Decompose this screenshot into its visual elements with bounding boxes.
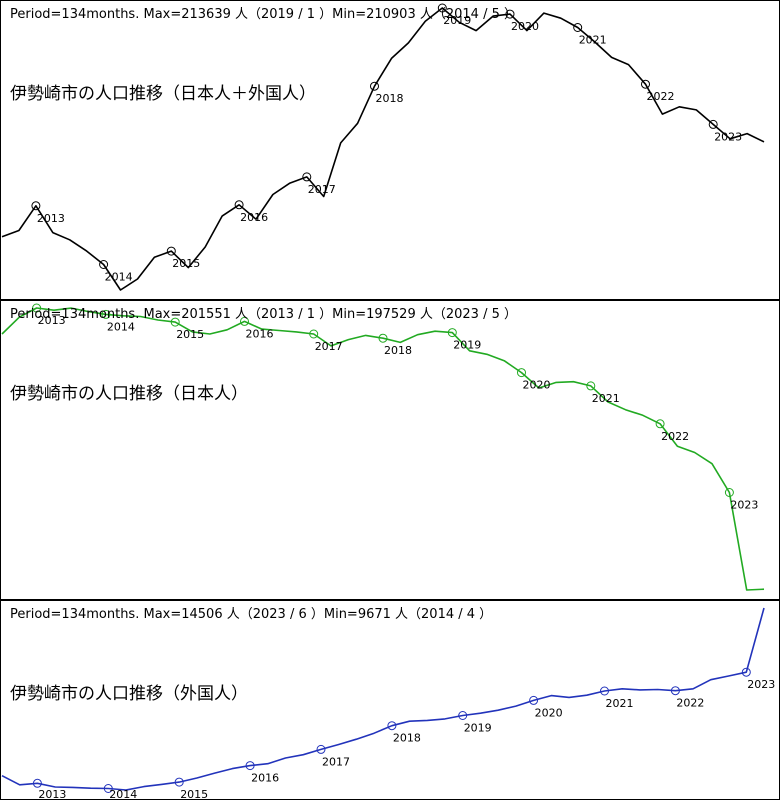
year-marker-2017: [316, 744, 326, 754]
year-marker-2019: [437, 3, 447, 13]
year-label-2021: 2021: [606, 697, 634, 710]
chart-title: 伊勢崎市の人口推移（日本人＋外国人）: [10, 84, 316, 104]
chart-header: Period=134months. Max=213639 人（2019 / 1 …: [10, 7, 517, 22]
year-label-2023: 2023: [747, 678, 775, 691]
year-marker-2022: [655, 419, 665, 429]
year-label-2017: 2017: [322, 755, 350, 768]
year-marker-2015: [170, 317, 180, 327]
year-marker-2018: [387, 721, 397, 731]
year-marker-2013: [32, 778, 42, 788]
year-label-2020: 2020: [511, 20, 539, 33]
year-marker-2015: [174, 777, 184, 787]
year-marker-2019: [458, 711, 468, 720]
year-label-2013: 2013: [37, 212, 65, 225]
year-label-2019: 2019: [453, 339, 481, 352]
series-line: [1, 7, 765, 291]
chart-title: 伊勢崎市の人口推移（外国人）: [10, 684, 248, 704]
series-line: [1, 307, 765, 591]
year-marker-2016: [245, 761, 255, 771]
year-marker-2020: [517, 368, 526, 378]
year-marker-2016: [234, 200, 244, 210]
panel-frame: [0, 0, 780, 300]
year-marker-2023: [724, 488, 734, 497]
year-marker-2020: [529, 695, 539, 705]
year-label-2022: 2022: [661, 430, 689, 443]
year-label-2016: 2016: [251, 772, 279, 785]
year-marker-2018: [378, 333, 388, 343]
year-marker-2020: [505, 9, 515, 19]
year-marker-2018: [370, 81, 379, 91]
chart-header: Period=134months. Max=14506 人（2023 / 6 ）…: [10, 607, 492, 622]
chart-panel-1: 2013 2014 2015 2016 2017 2018 2019 2020 2021 2022…: [0, 0, 780, 300]
year-label-2013: 2013: [38, 314, 66, 327]
year-label-2016: 2016: [246, 327, 274, 340]
year-label-2014: 2014: [105, 271, 133, 284]
chart-panel-2: 2013 2014 2015 2016 2017 2018 2019 2020 2021 2022…: [0, 300, 780, 600]
year-label-2018: 2018: [384, 344, 412, 357]
year-marker-2013: [31, 201, 41, 211]
year-label-2015: 2015: [176, 328, 204, 341]
year-marker-2022: [641, 79, 650, 89]
year-marker-2016: [240, 316, 249, 326]
year-marker-2015: [166, 246, 176, 256]
year-marker-2014: [99, 260, 109, 269]
year-marker-2014: [103, 784, 113, 793]
year-label-2015: 2015: [180, 788, 208, 800]
year-label-2017: 2017: [308, 183, 336, 196]
year-label-2022: 2022: [676, 697, 704, 710]
year-marker-2021: [586, 381, 596, 391]
year-label-2014: 2014: [107, 320, 135, 333]
year-label-2018: 2018: [393, 732, 421, 745]
year-marker-2013: [32, 303, 42, 313]
year-label-2022: 2022: [647, 90, 675, 103]
year-label-2013: 2013: [38, 788, 66, 800]
year-label-2019: 2019: [464, 722, 492, 735]
year-marker-2023: [741, 667, 751, 677]
year-label-2016: 2016: [240, 211, 268, 224]
year-marker-2021: [600, 686, 609, 696]
year-label-2017: 2017: [315, 340, 343, 353]
chart-header: Period=134months. Max=201551 人（2013 / 1 …: [10, 307, 517, 322]
year-label-2023: 2023: [714, 130, 742, 143]
year-label-2019: 2019: [443, 14, 471, 27]
chart-title: 伊勢崎市の人口推移（日本人）: [10, 384, 248, 404]
chart-panel-3: 2013 2014 2015 2016 2017 2018 2019 2020 2021 2022…: [0, 600, 780, 800]
year-label-2023: 2023: [730, 499, 758, 512]
year-marker-2019: [447, 328, 457, 338]
year-label-2020: 2020: [535, 706, 563, 719]
series-line: [1, 607, 765, 791]
year-marker-2017: [302, 172, 312, 182]
year-marker-2021: [573, 23, 583, 32]
year-label-2015: 2015: [172, 257, 200, 270]
year-marker-2014: [101, 309, 111, 319]
year-label-2020: 2020: [523, 379, 551, 392]
year-label-2021: 2021: [579, 34, 607, 47]
year-label-2014: 2014: [109, 788, 137, 800]
year-marker-2023: [708, 119, 718, 129]
year-label-2018: 2018: [376, 92, 404, 105]
year-label-2021: 2021: [592, 392, 620, 405]
year-marker-2017: [309, 329, 319, 339]
year-marker-2022: [670, 686, 680, 696]
